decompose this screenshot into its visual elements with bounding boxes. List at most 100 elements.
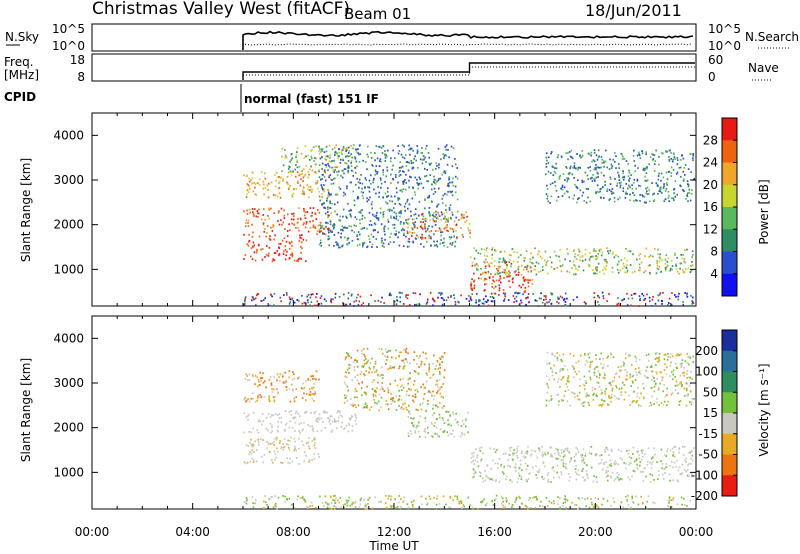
range-cell — [611, 188, 614, 190]
range-cell — [676, 157, 679, 159]
range-cell — [384, 181, 386, 183]
range-cell — [413, 400, 415, 403]
range-cell — [400, 498, 402, 500]
range-cell — [266, 225, 269, 227]
range-cell — [447, 434, 450, 437]
range-cell — [687, 468, 689, 471]
range-cell — [351, 501, 353, 504]
range-cell — [456, 198, 459, 201]
range-cell — [689, 304, 691, 307]
range-cell — [579, 189, 582, 192]
range-cell — [256, 292, 259, 295]
range-cell — [577, 269, 579, 271]
range-cell — [253, 244, 255, 247]
range-cell — [446, 184, 449, 187]
range-cell — [375, 370, 378, 373]
range-cell — [647, 193, 649, 195]
range-cell — [276, 379, 278, 382]
range-cell — [398, 231, 400, 234]
range-cell — [602, 400, 605, 402]
range-cell — [606, 262, 609, 264]
range-cell — [442, 495, 445, 498]
range-cell — [361, 194, 364, 197]
range-cell — [593, 368, 596, 371]
range-cell — [353, 305, 355, 307]
range-cell — [407, 148, 410, 151]
range-cell — [394, 202, 396, 205]
range-cell — [343, 428, 345, 430]
range-cell — [284, 495, 286, 498]
range-cell — [544, 453, 547, 456]
range-cell — [562, 462, 565, 465]
range-cell — [631, 401, 633, 404]
range-cell — [667, 304, 669, 306]
range-cell — [610, 400, 612, 403]
range-cell — [568, 451, 571, 454]
range-cell — [354, 419, 357, 422]
range-cell — [618, 167, 620, 169]
range-cell — [330, 508, 333, 510]
range-cell — [259, 420, 262, 423]
range-cell — [367, 359, 370, 362]
range-cell — [594, 178, 596, 181]
range-cell — [690, 403, 693, 406]
range-cell — [247, 191, 250, 194]
range-cell — [425, 497, 427, 500]
range-cell — [307, 176, 309, 179]
range-cell — [365, 179, 367, 181]
range-cell — [589, 166, 591, 168]
range-cell — [595, 358, 597, 360]
range-cell — [517, 268, 520, 271]
range-cell — [252, 502, 254, 505]
range-cell — [374, 169, 377, 172]
range-cell — [291, 297, 294, 300]
range-cell — [243, 174, 245, 177]
range-cell — [256, 210, 259, 212]
range-cell — [674, 294, 676, 296]
range-cell — [674, 384, 677, 387]
range-cell — [300, 170, 303, 173]
range-cell — [639, 253, 642, 256]
range-cell — [335, 241, 337, 244]
range-cell — [394, 195, 396, 198]
range-cell — [351, 379, 353, 381]
range-cell — [609, 183, 612, 185]
range-cell — [484, 265, 487, 268]
range-cell — [433, 181, 436, 184]
range-cell — [505, 478, 507, 481]
range-cell — [682, 303, 684, 306]
range-cell — [296, 457, 298, 459]
range-cell — [687, 356, 689, 358]
range-cell — [504, 261, 506, 264]
range-cell — [666, 358, 669, 361]
range-cell — [564, 179, 566, 181]
range-cell — [253, 298, 255, 301]
range-cell — [686, 369, 689, 372]
range-cell — [366, 197, 368, 200]
range-cell — [407, 226, 409, 229]
range-cell — [478, 299, 480, 301]
range-cell — [655, 371, 658, 374]
range-cell — [302, 189, 304, 192]
range-cell — [678, 404, 681, 406]
range-cell — [449, 242, 452, 245]
range-cell — [589, 200, 591, 203]
range-cell — [331, 420, 334, 423]
range-cell — [540, 292, 542, 295]
range-cell — [650, 404, 653, 406]
range-cell — [322, 188, 324, 191]
range-cell — [681, 385, 683, 388]
range-cell — [318, 170, 320, 173]
range-cell — [559, 385, 561, 388]
range-cell — [550, 395, 553, 398]
range-cell — [658, 470, 660, 472]
range-cell — [551, 455, 554, 458]
range-cell — [397, 501, 400, 504]
range-cell — [545, 399, 548, 402]
range-cell — [327, 416, 329, 419]
range-cell — [330, 301, 333, 304]
range-cell — [426, 374, 429, 376]
range-cell — [286, 181, 288, 184]
range-cell — [476, 263, 478, 266]
range-cell — [353, 369, 356, 372]
